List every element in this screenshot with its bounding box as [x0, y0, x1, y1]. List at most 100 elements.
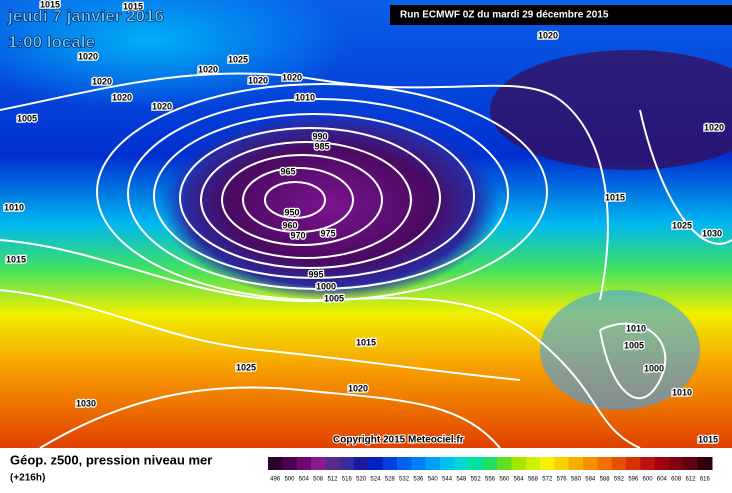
legend-label: 608: [671, 477, 682, 483]
legend-swatch: [425, 457, 441, 470]
isobar-label: 1010: [295, 92, 315, 102]
legend-swatch: [626, 457, 641, 470]
legend-swatch: [568, 457, 584, 470]
isobar-label: 1025: [228, 54, 248, 64]
legend-swatch: [325, 457, 341, 470]
isobar-label: 1015: [6, 254, 26, 264]
legend-swatch: [683, 457, 699, 470]
isobar-label: 1020: [704, 122, 724, 132]
isobar-label: 995: [308, 269, 323, 279]
copyright: Copyright 2015 Meteociel.fr: [333, 435, 464, 446]
legend-label: 572: [542, 477, 553, 483]
legend-label: 576: [557, 477, 568, 483]
isobar-label: 1005: [324, 293, 344, 303]
legend-label: 616: [700, 477, 711, 483]
legend-label: 568: [528, 477, 539, 483]
legend-label: 580: [571, 477, 582, 483]
isobar-label: 1025: [236, 362, 256, 372]
isobar-label: 1000: [644, 363, 664, 373]
legend-label: 584: [585, 477, 596, 483]
legend-label: 592: [614, 477, 625, 483]
isobar-label: 1005: [17, 113, 37, 123]
isobar-label: 1030: [76, 398, 96, 408]
isobar-label: 1020: [248, 75, 268, 85]
isobar-label: 970: [290, 230, 305, 240]
isobar-label: 1020: [152, 101, 172, 111]
legend-label: 556: [485, 477, 496, 483]
legend-label: 504: [299, 477, 310, 483]
footer-lead: (+216h): [10, 473, 45, 484]
forecast-time: 1:00 locale: [8, 32, 95, 51]
isobar-label: 985: [314, 141, 329, 151]
legend-label: 516: [342, 477, 353, 483]
legend-swatch: [353, 457, 369, 470]
legend-swatch: [640, 457, 656, 470]
legend-swatch: [583, 457, 598, 470]
legend-swatch: [697, 457, 713, 470]
legend-swatch: [310, 457, 326, 470]
legend-swatch: [611, 457, 627, 470]
color-legend: 496 500 504 508 512 516 520 524 528 532 536 540 544 5…: [268, 457, 713, 483]
isobar-label: 1020: [348, 383, 368, 393]
legend-swatch: [368, 457, 384, 470]
isobar-label: 1020: [198, 64, 218, 74]
legend-label: 540: [428, 477, 439, 483]
isobar-label: 1010: [672, 387, 692, 397]
legend-swatch: [669, 457, 684, 470]
legend-swatch: [525, 457, 541, 470]
legend-swatch: [268, 457, 283, 470]
legend-label: 512: [327, 477, 338, 483]
run-info: Run ECMWF 0Z du mardi 29 décembre 2015: [400, 10, 609, 21]
legend-label: 600: [643, 477, 654, 483]
isobar-label: 1020: [92, 76, 112, 86]
isobar-label: 1015: [40, 0, 60, 9]
legend-label: 548: [456, 477, 467, 483]
legend-swatch: [454, 457, 470, 470]
legend-label: 500: [284, 477, 295, 483]
legend-swatch: [482, 457, 498, 470]
legend-label: 528: [385, 477, 396, 483]
isobar-label: 965: [280, 166, 295, 176]
isobar-label: 960: [282, 220, 297, 230]
isobar-label: 1020: [78, 51, 98, 61]
isobar-label: 1020: [538, 30, 558, 40]
legend-swatch: [540, 457, 555, 470]
legend-label: 564: [514, 477, 525, 483]
legend-label: 596: [628, 477, 639, 483]
legend-swatch: [396, 457, 412, 470]
legend-swatch: [382, 457, 398, 470]
isobar-label: 990: [312, 131, 327, 141]
run-box: [390, 5, 732, 25]
legend-swatch: [554, 457, 570, 470]
forecast-date: jeudi 7 janvier 2016: [7, 6, 164, 25]
isobar-label: 1015: [356, 337, 376, 347]
isobar-label: 1000: [316, 281, 336, 291]
legend-swatch: [282, 457, 298, 470]
isobar-label: 1015: [698, 434, 718, 444]
isobar-label: 1005: [624, 340, 644, 350]
isobar-label: 1015: [123, 1, 143, 11]
legend-swatch: [654, 457, 670, 470]
isobar-label: 975: [320, 228, 335, 238]
legend-swatch: [497, 457, 512, 470]
footer-title: Géop. z500, pression niveau mer: [10, 452, 212, 467]
legend-label: 520: [356, 477, 367, 483]
legend-swatch: [439, 457, 455, 470]
isobar-label: 1010: [4, 202, 24, 212]
legend-swatch: [296, 457, 312, 470]
legend-swatch: [511, 457, 527, 470]
legend-label: 544: [442, 477, 453, 483]
isobars: [0, 72, 732, 449]
isobar-labels: 1015 1015 1020 1020 1025 1020 1020 1020 1020 1020…: [3, 0, 726, 446]
isobar-label: 1030: [702, 228, 722, 238]
legend-label: 532: [399, 477, 410, 483]
legend-swatch: [411, 457, 427, 470]
legend-label: 612: [686, 477, 697, 483]
legend-label: 604: [657, 477, 668, 483]
legend-swatch: [339, 457, 355, 470]
legend-label: 536: [413, 477, 424, 483]
legend-label: 552: [471, 477, 482, 483]
isobar-label: 1020: [282, 72, 302, 82]
map-background: [0, 0, 732, 448]
isobar-label: 950: [284, 207, 299, 217]
